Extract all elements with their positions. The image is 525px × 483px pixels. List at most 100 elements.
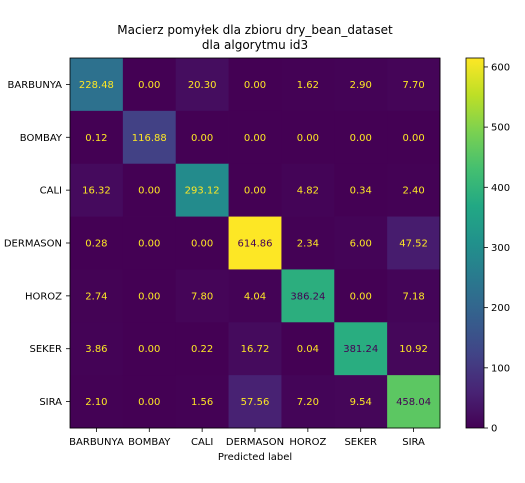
cell-seker-cali <box>175 322 229 376</box>
colorbar-tick-label: 200 <box>491 303 510 314</box>
cell-value-label: 0.00 <box>244 186 266 197</box>
cell-cali-seker <box>334 163 388 217</box>
cell-dermason-barbunya <box>70 216 124 270</box>
cell-horoz-horoz <box>281 269 335 323</box>
cell-sira-dermason <box>228 375 282 429</box>
cell-seker-barbunya <box>70 322 124 376</box>
cell-value-label: 0.00 <box>138 344 160 355</box>
cell-barbunya-sira <box>387 58 441 112</box>
cell-seker-sira <box>387 322 441 376</box>
colorbar-tick-label: 600 <box>491 62 510 73</box>
cell-value-label: 0.00 <box>402 133 424 144</box>
cell-value-label: 116.88 <box>132 133 167 144</box>
cell-value-label: 2.34 <box>297 239 319 250</box>
cell-value-label: 0.22 <box>191 344 213 355</box>
cell-horoz-sira <box>387 269 441 323</box>
cell-value-label: 0.00 <box>244 133 266 144</box>
cell-value-label: 0.00 <box>297 133 319 144</box>
y-tick-label-cali: CALI <box>40 186 62 197</box>
cell-barbunya-seker <box>334 58 388 112</box>
colorbar <box>465 57 485 429</box>
y-tick-label-bombay: BOMBAY <box>20 133 63 144</box>
cell-sira-barbunya <box>70 375 124 429</box>
cell-bombay-barbunya <box>70 110 124 165</box>
cell-seker-horoz <box>281 322 335 376</box>
cell-barbunya-dermason <box>228 58 282 112</box>
cell-sira-sira <box>387 375 441 429</box>
cell-cali-horoz <box>281 163 335 217</box>
cell-value-label: 3.86 <box>85 344 107 355</box>
cell-value-label: 0.00 <box>138 80 160 91</box>
cell-value-label: 4.82 <box>297 186 319 197</box>
cell-value-label: 7.20 <box>297 397 319 408</box>
cell-value-label: 0.00 <box>138 397 160 408</box>
cell-barbunya-bombay <box>122 58 177 112</box>
colorbar-tick-label: 300 <box>491 243 510 254</box>
cell-value-label: 7.70 <box>402 80 424 91</box>
cell-value-label: 16.32 <box>82 186 111 197</box>
cell-value-label: 6.00 <box>350 239 372 250</box>
y-tick-label-barbunya: BARBUNYA <box>8 80 63 91</box>
cell-value-label: 2.40 <box>402 186 424 197</box>
cell-cali-dermason <box>228 163 282 217</box>
colorbar-axis: 0 100 200 300 400 500 600 <box>484 62 510 435</box>
cell-barbunya-barbunya <box>70 58 124 112</box>
cell-value-label: 0.00 <box>138 239 160 250</box>
cell-horoz-bombay <box>122 269 177 323</box>
cell-value-label: 47.52 <box>399 239 428 250</box>
heatmap-cells <box>70 58 441 429</box>
x-tick-label-sira: SIRA <box>402 437 425 448</box>
x-axis: BARBUNYA BOMBAY CALI DERMASON HOROZ SEKER SIRA <box>69 428 425 448</box>
cell-value-label: 0.00 <box>350 133 372 144</box>
cell-horoz-cali <box>175 269 229 323</box>
cell-sira-cali <box>175 375 229 429</box>
cell-value-label: 0.00 <box>138 186 160 197</box>
cell-value-label: 1.62 <box>297 80 319 91</box>
cell-bombay-sira <box>387 110 441 165</box>
cell-value-label: 0.00 <box>244 80 266 91</box>
cell-value-label: 2.10 <box>85 397 107 408</box>
cell-dermason-seker <box>334 216 388 270</box>
cell-value-label: 16.72 <box>241 344 270 355</box>
chart-title-line-1: Macierz pomyłek dla zbioru dry_bean_data… <box>117 23 393 37</box>
cell-seker-bombay <box>122 322 177 376</box>
cell-sira-bombay <box>122 375 177 429</box>
cell-barbunya-cali <box>175 58 229 112</box>
cell-bombay-cali <box>175 110 229 165</box>
cell-value-label: 0.00 <box>191 239 213 250</box>
x-tick-label-seker: SEKER <box>344 437 377 448</box>
y-axis: BARBUNYA BOMBAY CALI DERMASON HOROZ SEKER SIRA <box>4 80 70 408</box>
cell-dermason-cali <box>175 216 229 270</box>
cell-value-label: 20.30 <box>188 80 217 91</box>
cell-value-label: 7.18 <box>402 291 424 302</box>
cell-value-label: 293.12 <box>185 186 220 197</box>
x-tick-label-bombay: BOMBAY <box>128 437 171 448</box>
cell-value-label: 7.80 <box>191 291 213 302</box>
cell-bombay-horoz <box>281 110 335 165</box>
cell-value-label: 0.04 <box>297 344 319 355</box>
cell-cali-barbunya <box>70 163 124 217</box>
cell-value-label: 228.48 <box>79 80 114 91</box>
cell-cali-sira <box>387 163 441 217</box>
cell-dermason-bombay <box>122 216 177 270</box>
colorbar-tick-label: 100 <box>491 363 510 374</box>
cell-bombay-dermason <box>228 110 282 165</box>
cell-value-label: 0.12 <box>85 133 107 144</box>
cell-value-label: 386.24 <box>290 291 325 302</box>
cell-seker-seker <box>334 322 388 376</box>
colorbar-tick-label: 0 <box>491 424 497 435</box>
cell-value-label: 458.04 <box>396 397 431 408</box>
x-axis-label: Predicted label <box>218 452 292 463</box>
cell-value-label: 2.90 <box>350 80 372 91</box>
cell-horoz-seker <box>334 269 388 323</box>
cell-barbunya-horoz <box>281 58 335 112</box>
cell-value-label: 9.54 <box>350 397 372 408</box>
cell-value-label: 1.56 <box>191 397 213 408</box>
colorbar-tick-label: 500 <box>491 123 510 134</box>
cell-value-label: 10.92 <box>399 344 428 355</box>
cell-value-label: 0.28 <box>85 239 107 250</box>
cell-cali-cali <box>175 163 229 217</box>
cell-horoz-dermason <box>228 269 282 323</box>
cell-value-label: 2.74 <box>85 291 107 302</box>
